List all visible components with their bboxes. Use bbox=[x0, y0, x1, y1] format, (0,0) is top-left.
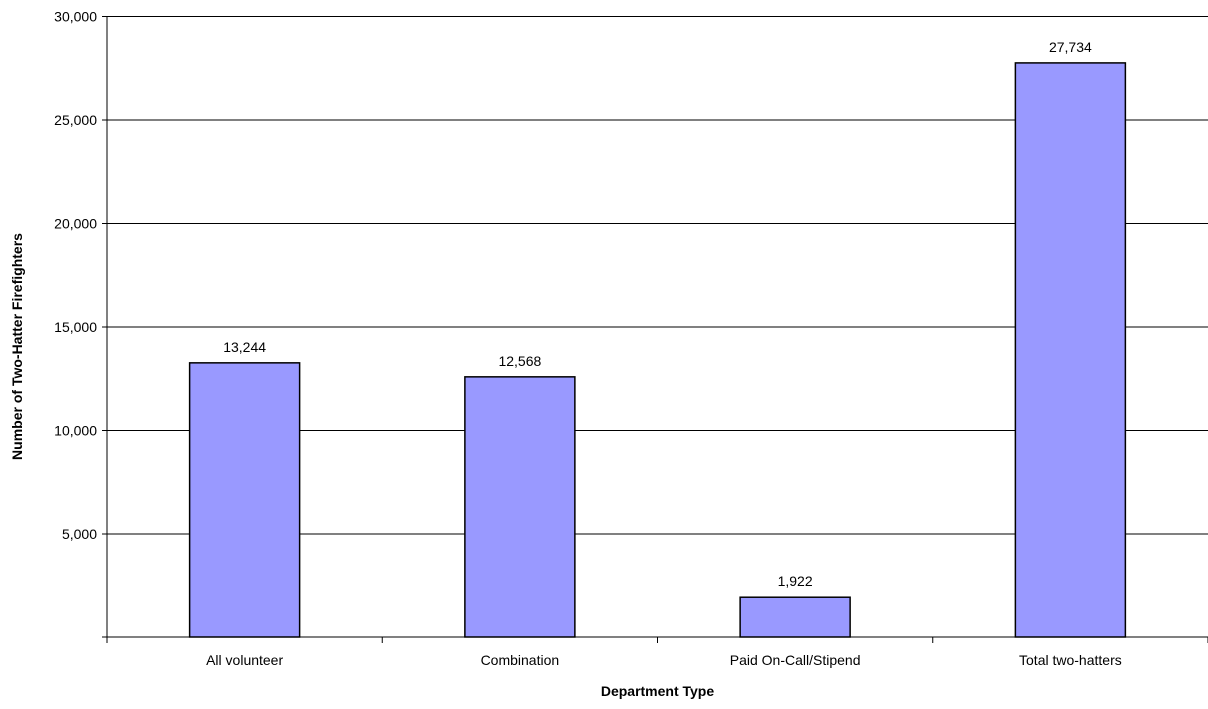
x-tick-label: Total two-hatters bbox=[1019, 652, 1122, 668]
bar bbox=[464, 376, 576, 638]
bar bbox=[1014, 62, 1127, 638]
data-label: 1,922 bbox=[778, 573, 813, 589]
x-tick-label: All volunteer bbox=[206, 652, 283, 668]
data-labels: 13,244 12,568 1,922 27,734 bbox=[223, 39, 1092, 589]
axes bbox=[102, 16, 1208, 643]
data-label: 12,568 bbox=[498, 353, 541, 369]
bar bbox=[739, 596, 851, 638]
data-label: 13,244 bbox=[223, 339, 266, 355]
bar bbox=[188, 362, 301, 638]
y-tick-label: 25,000 bbox=[54, 112, 97, 128]
y-tick-labels: 5,000 10,000 15,000 20,000 25,000 30,000 bbox=[54, 9, 97, 543]
y-tick-label: 15,000 bbox=[54, 319, 97, 335]
x-tick-labels: All volunteer Combination Paid On-Call/Sti… bbox=[206, 652, 1122, 668]
y-tick-label: 30,000 bbox=[54, 9, 97, 25]
x-tick-label: Combination bbox=[481, 652, 560, 668]
y-tick-label: 5,000 bbox=[62, 526, 97, 542]
y-axis-title: Number of Two-Hatter Firefighters bbox=[9, 233, 25, 460]
x-tick-label: Paid On-Call/Stipend bbox=[730, 652, 861, 668]
y-tick-label: 10,000 bbox=[54, 423, 97, 439]
bars bbox=[188, 62, 1127, 638]
y-tick-label: 20,000 bbox=[54, 216, 97, 232]
x-axis-title: Department Type bbox=[601, 683, 715, 699]
data-label: 27,734 bbox=[1049, 39, 1092, 55]
